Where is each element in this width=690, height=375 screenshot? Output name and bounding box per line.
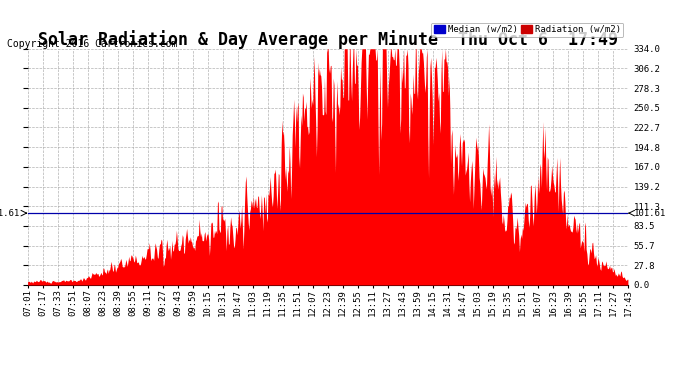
- Legend: Median (w/m2), Radiation (w/m2): Median (w/m2), Radiation (w/m2): [431, 22, 623, 37]
- Title: Solar Radiation & Day Average per Minute  Thu Oct 6  17:49: Solar Radiation & Day Average per Minute…: [38, 30, 618, 49]
- Text: 101.61: 101.61: [634, 209, 666, 218]
- Text: 101.61: 101.61: [0, 209, 20, 218]
- Text: Copyright 2016 Cartronics.com: Copyright 2016 Cartronics.com: [7, 39, 177, 50]
